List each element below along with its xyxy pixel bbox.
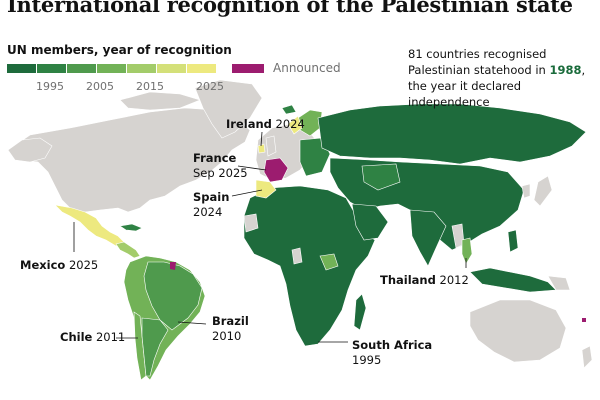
korea: [521, 183, 531, 199]
label-south-africa-name: South Africa: [352, 338, 433, 352]
uk: [265, 135, 277, 157]
label-chile-name: Chile: [60, 330, 93, 344]
announced-label: Announced: [273, 61, 341, 75]
legend-swatch: [37, 64, 66, 73]
label-thailand-year: 2012: [439, 273, 469, 287]
ireland: [257, 143, 266, 154]
legend-swatch: [97, 64, 126, 73]
leader-ireland: [260, 131, 263, 147]
east-africa: [319, 253, 339, 271]
legend-ticks: 1995 2005 2015 2025: [0, 80, 240, 96]
france: [263, 157, 289, 183]
recognition-note: 81 countries recognised Palestinian stat…: [408, 46, 598, 110]
label-south-africa: South Africa 1995: [352, 338, 432, 368]
papua: [547, 275, 571, 291]
legend-tick-label: 2015: [136, 80, 164, 93]
brazil: [143, 261, 203, 331]
arctic-islands: [119, 91, 201, 111]
thailand: [461, 237, 473, 265]
caribbean: [119, 223, 143, 232]
legend-tick-label: 2025: [196, 80, 224, 93]
label-brazil-name: Brazil: [212, 314, 249, 328]
legend-color-scale: [7, 64, 217, 73]
western-sahara: [243, 213, 259, 233]
label-spain-year: 2024: [193, 205, 223, 219]
label-chile-year: 2011: [95, 330, 126, 344]
label-spain: Spain 2024: [193, 190, 229, 220]
greenland: [194, 79, 263, 139]
north-america: [7, 107, 251, 213]
note-text-after: , the year it declared independence: [408, 63, 586, 109]
announced-swatch: [232, 64, 264, 73]
leader-lines: [73, 131, 467, 343]
japan: [533, 175, 553, 207]
label-chile: Chile 2011: [60, 330, 125, 345]
central-america: [115, 241, 141, 259]
africa: [243, 185, 376, 347]
spain: [255, 179, 277, 199]
label-south-africa-year: 1995: [352, 353, 382, 367]
indonesia: [469, 267, 557, 293]
leader-brazil: [177, 321, 207, 325]
central-asia: [361, 163, 401, 191]
leader-spain: [231, 189, 263, 197]
leader-france: [237, 165, 267, 171]
label-mexico-year: 2025: [68, 258, 99, 272]
legend-title: UN members, year of recognition: [7, 43, 232, 57]
australia: [469, 299, 567, 363]
label-mexico: Mexico 2025: [20, 258, 98, 273]
label-france-name: France: [193, 151, 237, 165]
label-spain-name: Spain: [193, 190, 230, 204]
india: [409, 209, 447, 267]
legend-tick-label: 2005: [86, 80, 114, 93]
label-ireland-year: 2024: [275, 117, 305, 131]
label-thailand: Thailand 2012: [380, 273, 469, 288]
norway: [287, 115, 303, 135]
label-france-year: Sep 2025: [193, 166, 248, 180]
legend-swatch: [187, 64, 216, 73]
label-mexico-name: Mexico: [20, 258, 66, 272]
chart-title: International recognition of the Palesti…: [7, 0, 573, 17]
legend-swatch: [7, 64, 36, 73]
alaska: [7, 137, 53, 163]
iceland: [281, 104, 297, 115]
madagascar: [353, 293, 367, 331]
french-guiana: [170, 262, 176, 270]
philippines: [507, 229, 519, 253]
label-brazil-year: 2010: [212, 329, 242, 343]
label-ireland-name: Ireland: [226, 117, 272, 131]
legend-swatch: [67, 64, 96, 73]
label-ireland: Ireland 2024: [226, 117, 305, 132]
legend-tick-label: 1995: [36, 80, 64, 93]
legend-swatch: [157, 64, 186, 73]
label-france: France Sep 2025: [193, 151, 248, 181]
note-text-before: 81 countries recognised Palestinian stat…: [408, 47, 550, 77]
label-brazil: Brazil 2010: [212, 314, 249, 344]
arabia: [351, 203, 389, 241]
note-year: 1988: [549, 63, 582, 77]
pacific-island: [582, 318, 586, 322]
cameroon: [291, 247, 303, 265]
russia: [317, 103, 587, 165]
new-zealand: [581, 345, 593, 369]
argentina: [141, 317, 169, 377]
label-thailand-name: Thailand: [380, 273, 436, 287]
legend-swatch: [127, 64, 156, 73]
